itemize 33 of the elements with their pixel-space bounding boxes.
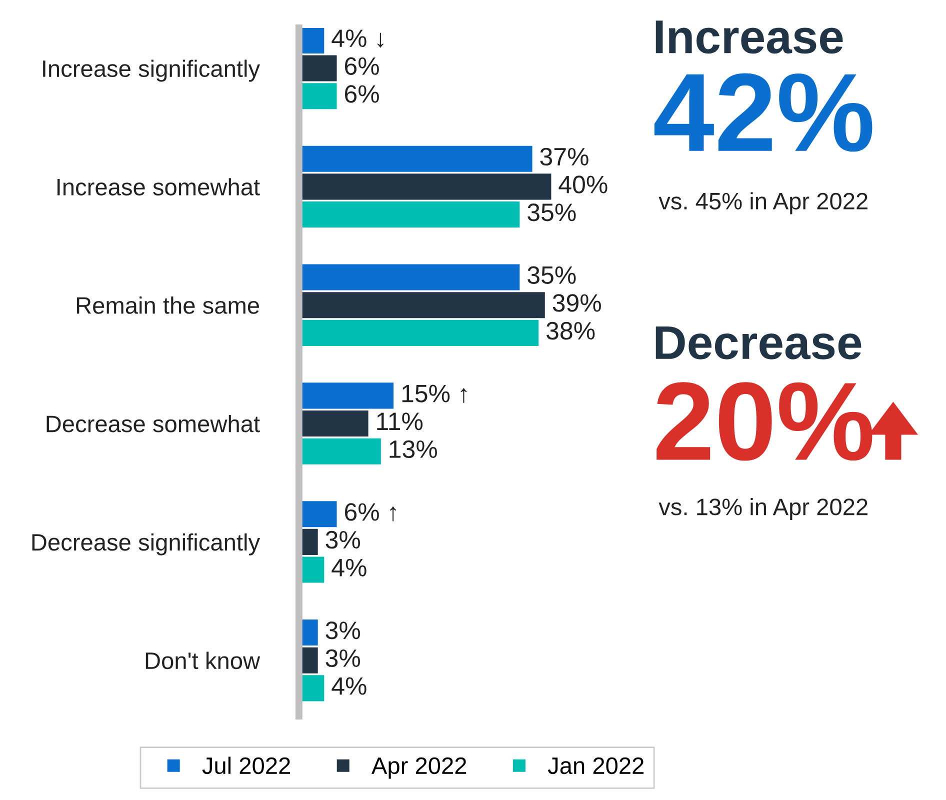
data-label: 4% bbox=[332, 677, 366, 695]
y-tick-label: Decrease significantly bbox=[32, 533, 260, 556]
legend-label: Jul 2022 bbox=[202, 756, 290, 774]
legend-label: Apr 2022 bbox=[371, 757, 466, 779]
text: Decrease bbox=[656, 326, 862, 360]
text: 42% bbox=[654, 73, 872, 152]
data-label: 6% ↑ bbox=[344, 503, 396, 522]
data-label: 6% bbox=[344, 85, 379, 103]
text: vs. 45% in Apr 2022 bbox=[658, 192, 868, 214]
data-label: 35% bbox=[528, 266, 576, 284]
data-label: 3% bbox=[326, 649, 360, 668]
y-tick-label: Increase significantly bbox=[43, 60, 260, 82]
data-label: 3% bbox=[326, 622, 360, 640]
text: Increase bbox=[656, 20, 843, 54]
data-label: 38% bbox=[546, 322, 595, 340]
text: vs. 13% in Apr 2022 bbox=[658, 498, 868, 520]
data-label: 39% bbox=[552, 294, 601, 312]
y-tick-label: Remain the same bbox=[76, 296, 260, 314]
data-label: 11% bbox=[377, 412, 423, 430]
text: 20% bbox=[656, 382, 872, 461]
data-label: 37% bbox=[540, 148, 588, 166]
data-label: 13% bbox=[390, 440, 438, 458]
data-label: 6% bbox=[344, 57, 379, 75]
data-label: 3% bbox=[326, 530, 360, 549]
y-tick-label: Don't know bbox=[146, 652, 260, 670]
legend-label: Jan 2022 bbox=[548, 757, 644, 774]
y-tick-label: Decrease somewhat bbox=[46, 414, 260, 432]
data-label: 15% ↑ bbox=[402, 384, 467, 403]
data-label: 40% bbox=[558, 176, 608, 194]
y-tick-label: Increase somewhat bbox=[58, 178, 260, 196]
data-label: 35% bbox=[528, 204, 576, 222]
data-label: 4% bbox=[332, 558, 366, 576]
data-label: 4% ↓ bbox=[332, 30, 384, 48]
